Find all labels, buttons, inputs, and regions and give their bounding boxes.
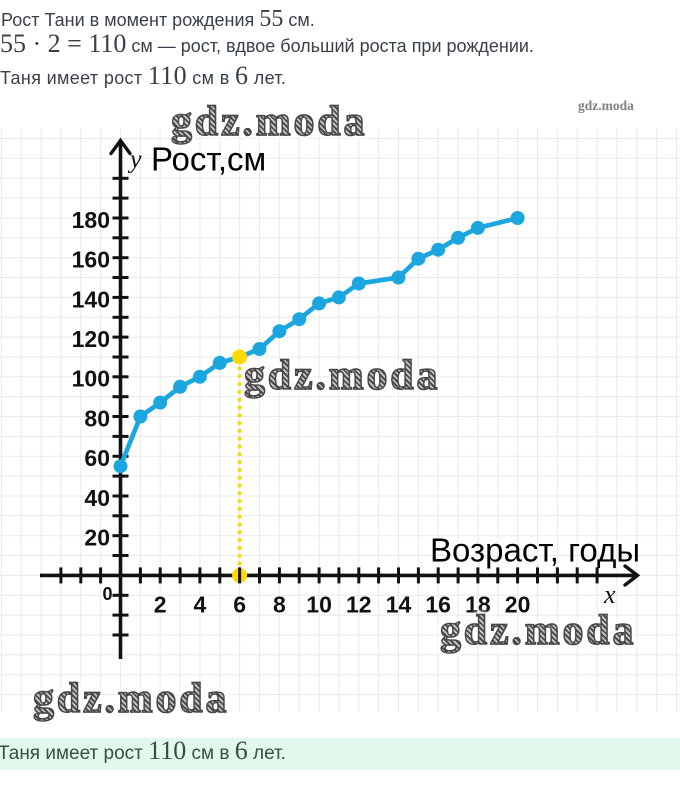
svg-text:100: 100 <box>72 366 110 392</box>
svg-text:40: 40 <box>84 485 110 511</box>
svg-text:8: 8 <box>273 591 286 617</box>
svg-text:140: 140 <box>72 286 110 312</box>
svg-text:16: 16 <box>425 591 451 617</box>
svg-text:x: x <box>603 580 616 609</box>
svg-text:180: 180 <box>72 207 110 233</box>
svg-text:160: 160 <box>72 247 110 273</box>
svg-text:Рост,см: Рост,см <box>151 140 266 177</box>
svg-text:4: 4 <box>194 591 207 617</box>
svg-text:0: 0 <box>102 584 112 604</box>
svg-text:20: 20 <box>505 591 531 617</box>
svg-text:60: 60 <box>84 445 110 471</box>
svg-text:80: 80 <box>84 405 110 431</box>
svg-text:20: 20 <box>84 525 110 551</box>
svg-text:2: 2 <box>154 591 167 617</box>
svg-text:6: 6 <box>233 591 246 617</box>
svg-text:14: 14 <box>386 591 412 617</box>
svg-text:12: 12 <box>346 591 372 617</box>
svg-text:18: 18 <box>465 591 491 617</box>
svg-text:Возраст, годы: Возраст, годы <box>430 532 640 569</box>
svg-text:10: 10 <box>306 591 332 617</box>
svg-text:y: y <box>127 145 142 174</box>
svg-text:120: 120 <box>72 326 110 352</box>
